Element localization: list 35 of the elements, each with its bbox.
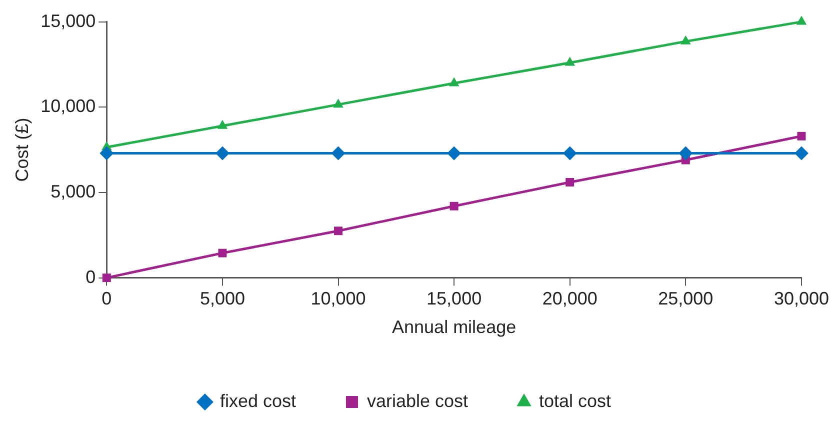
x-tick-label: 5,000 <box>200 288 245 309</box>
x-tick-label: 10,000 <box>310 288 366 309</box>
point <box>448 77 460 86</box>
y-tick-label: 15,000 <box>40 10 96 31</box>
point <box>334 226 343 236</box>
x-axis-title: Annual mileage <box>392 317 516 338</box>
point <box>450 202 458 210</box>
x-tick-label: 20,000 <box>542 288 598 309</box>
point <box>564 56 576 66</box>
point <box>678 146 693 160</box>
x-tick-label: 0 <box>102 288 112 309</box>
point <box>797 132 806 140</box>
point <box>562 146 577 160</box>
legend-label: fixed cost <box>220 390 296 411</box>
point <box>100 146 114 160</box>
point <box>217 120 228 129</box>
point <box>218 248 227 258</box>
y-axis-title: Cost (£) <box>12 118 32 182</box>
point <box>215 146 230 160</box>
x-tick-label: 30,000 <box>774 288 830 309</box>
point <box>680 35 691 44</box>
point <box>333 98 344 108</box>
point <box>794 146 808 160</box>
y-tick-label: 0 <box>86 266 96 287</box>
legend-label: variable cost <box>366 390 468 411</box>
point <box>447 146 462 160</box>
x-tick-label: 15,000 <box>426 288 482 309</box>
legend-label: total cost <box>539 390 612 411</box>
point <box>566 178 574 186</box>
y-tick-label: 10,000 <box>40 96 96 116</box>
point <box>331 146 346 160</box>
point <box>102 274 111 282</box>
x-tick-label: 25,000 <box>658 288 714 309</box>
y-tick-label: 5,000 <box>50 181 96 202</box>
point <box>796 16 807 25</box>
